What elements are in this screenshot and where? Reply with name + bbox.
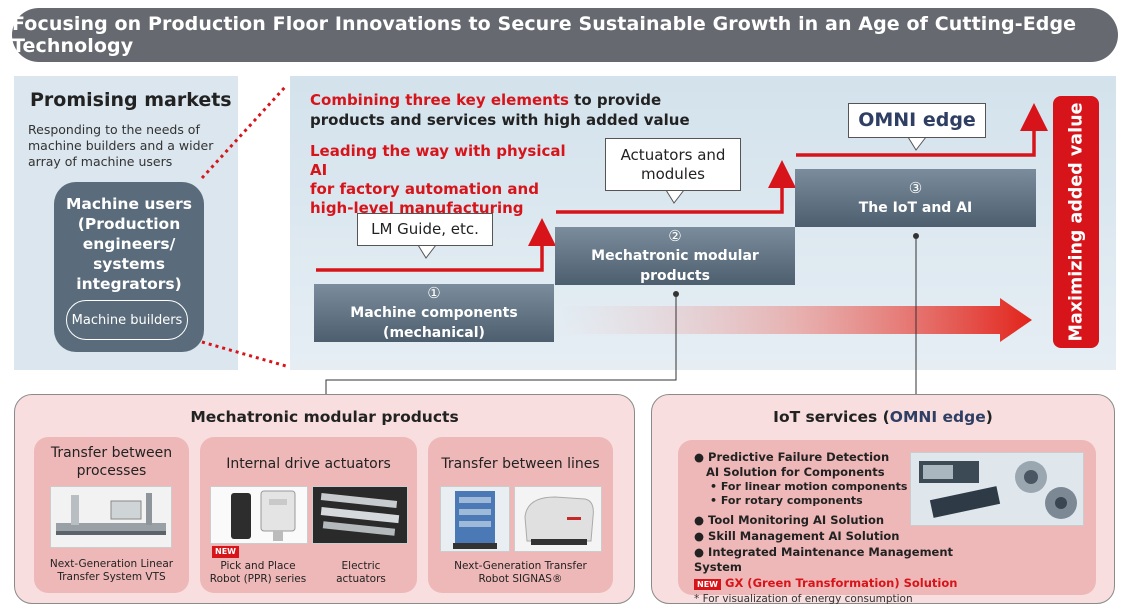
iot-services-title: IoT services (OMNI edge)	[651, 408, 1115, 426]
step-number: ①	[427, 284, 441, 302]
list-item-text: • For rotary components	[710, 494, 863, 507]
list-item: • For linear motion components	[694, 480, 909, 494]
callout-tail-actuators	[665, 189, 685, 204]
card-transfer-processes-title: Transfer between processes	[50, 445, 173, 479]
list-item-text: Integrated Maintenance Management System	[694, 545, 954, 574]
step-label: Machine components (mechanical)	[350, 305, 518, 341]
callout-omni-edge-text: OMNI edge	[858, 109, 976, 131]
iot-components-illustration	[911, 453, 1083, 525]
iot-services-list-2: ● Tool Monitoring AI Solution ● Skill Ma…	[694, 513, 994, 606]
callout-lm-guide: LM Guide, etc.	[357, 213, 493, 246]
callout-actuators: Actuators and modules	[605, 138, 741, 191]
card-internal-drive-title: Internal drive actuators	[226, 456, 391, 472]
iot-footnote: * For visualization of energy consumptio…	[694, 593, 913, 605]
list-item: ● Integrated Maintenance Management Syst…	[694, 545, 954, 574]
header-banner: Focusing on Production Floor Innovations…	[12, 8, 1118, 62]
list-item: ● Tool Monitoring AI Solution	[694, 513, 885, 527]
combine-rest: to provide	[568, 91, 662, 109]
list-item: ● Predictive Failure Detection	[694, 450, 890, 464]
new-badge-ppr: NEW	[212, 546, 239, 558]
machine-users-label: Machine users (Production engineers/ sys…	[65, 195, 192, 293]
vts-illustration	[51, 487, 171, 547]
step-number: ②	[668, 227, 682, 245]
signas-photo-b	[514, 486, 602, 552]
stair-line-1	[316, 218, 556, 272]
callout-omni-edge: OMNI edge	[848, 103, 986, 138]
new-badge-gx: NEW	[694, 579, 721, 590]
electric-actuator-photo	[312, 486, 408, 544]
iot-title-omni: OMNI edge	[889, 408, 986, 426]
step-number: ③	[908, 179, 923, 197]
list-item: NEW GX (Green Transformation) Solution	[694, 576, 994, 591]
callout-tail-omni	[907, 136, 927, 151]
ppr-photo	[210, 486, 308, 544]
step-machine-components: ① Machine components (mechanical)	[314, 284, 554, 342]
list-item-text: Predictive Failure Detection	[708, 450, 890, 464]
maximizing-value-label: Maximizing added value	[1066, 102, 1086, 342]
maximizing-value-bar	[1053, 96, 1099, 348]
list-item-text: AI Solution for Components	[706, 465, 885, 479]
iot-services-list: ● Predictive Failure Detection AI Soluti…	[694, 450, 909, 508]
iot-title-suffix: )	[985, 408, 993, 426]
ppr-illustration	[211, 487, 307, 543]
zoom-line-top	[200, 84, 288, 180]
callout-lm-guide-text: LM Guide, etc.	[371, 220, 479, 238]
signas-photo-a	[440, 486, 510, 552]
promising-markets-title: Promising markets	[30, 89, 232, 111]
signas-caption: Next-Generation Transfer Robot SIGNAS®	[454, 560, 587, 585]
electric-actuator-caption: Electric actuators	[336, 560, 386, 585]
iot-components-photo	[910, 452, 1084, 526]
card-transfer-lines-title: Transfer between lines	[441, 456, 600, 472]
ppr-caption: Pick and Place Robot (PPR) series	[209, 560, 307, 585]
combine-statement: Combining three key elements to provide …	[310, 90, 690, 130]
signas-rack-illustration	[441, 487, 509, 551]
physical-ai-statement: Leading the way with physical AI for fac…	[310, 142, 566, 217]
combine-line-2: products and services with high added va…	[310, 111, 690, 129]
vts-caption: Next-Generation Linear Transfer System V…	[49, 558, 174, 583]
stair-line-2	[556, 160, 796, 214]
step-label: Mechatronic modular products	[591, 248, 759, 284]
iot-title-prefix: IoT services (	[773, 408, 890, 426]
step-mechatronic-modular: ② Mechatronic modular products	[555, 227, 795, 285]
signas-robot-illustration	[515, 487, 601, 551]
machine-builders-label: Machine builders	[71, 312, 183, 328]
gx-solution-label: GX (Green Transformation) Solution	[725, 576, 958, 590]
stair-line-3	[796, 103, 1048, 157]
growth-arrow	[560, 298, 1032, 342]
zoom-line-bottom	[201, 340, 287, 368]
electric-actuator-illustration	[313, 487, 407, 543]
step-label: The IoT and AI	[858, 200, 973, 216]
combine-highlight: Combining three key elements	[310, 91, 569, 109]
list-item: • For rotary components	[694, 494, 909, 508]
callout-tail-lm	[417, 244, 437, 259]
list-item: AI Solution for Components	[694, 465, 909, 480]
vts-photo	[50, 486, 172, 548]
header-title: Focusing on Production Floor Innovations…	[12, 13, 1077, 57]
maximizing-value-label-wrap: Maximizing added value	[1053, 96, 1099, 348]
machine-builders-pill: Machine builders	[66, 300, 188, 340]
list-item-text: Skill Management AI Solution	[708, 529, 900, 543]
step-iot-ai: ③ The IoT and AI	[795, 169, 1036, 227]
promising-markets-description: Responding to the needs of machine build…	[28, 122, 214, 169]
list-item: ● Skill Management AI Solution	[694, 529, 900, 543]
list-item-text: • For linear motion components	[710, 480, 908, 493]
mechatronic-products-title: Mechatronic modular products	[190, 408, 459, 426]
connector-mechatronic	[325, 294, 677, 395]
list-item-text: Tool Monitoring AI Solution	[708, 513, 885, 527]
